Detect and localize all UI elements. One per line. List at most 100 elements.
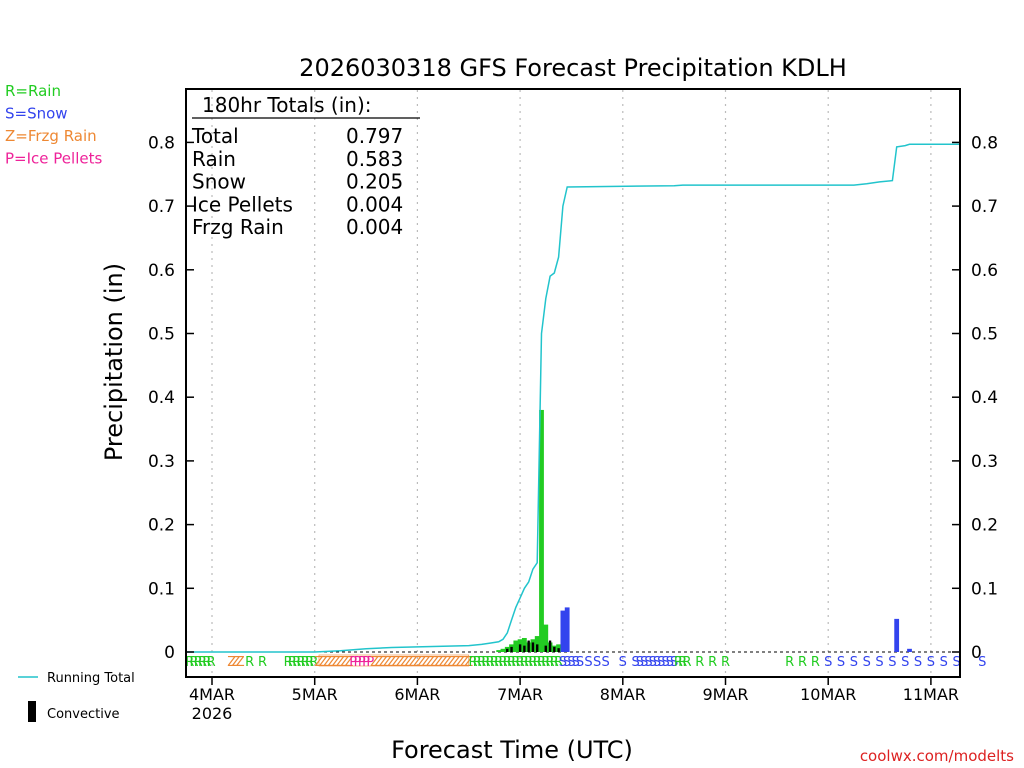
precip-type-marker: Z bbox=[332, 655, 341, 670]
precip-type-marker: P bbox=[362, 655, 370, 670]
precip-type-marker: S bbox=[888, 655, 896, 670]
precip-type-marker: Z bbox=[327, 655, 336, 670]
totals-row-value: 0.004 bbox=[346, 215, 403, 239]
precip-type-marker: R bbox=[674, 655, 683, 670]
precip-type-marker: Z bbox=[443, 655, 452, 670]
convective-bar bbox=[523, 645, 526, 652]
y-tick-label-right: 0.1 bbox=[971, 579, 998, 599]
running-total-legend: Running Total bbox=[18, 671, 135, 686]
y-tick-label-right: 0.6 bbox=[971, 261, 998, 281]
convective-bar bbox=[527, 640, 530, 652]
convective-swatch bbox=[28, 701, 36, 722]
x-tick-label: 5MAR bbox=[292, 685, 338, 704]
precip-type-marker: R bbox=[494, 655, 503, 670]
precip-type-marker: Z bbox=[344, 655, 353, 670]
y-tick-label-right: 0.4 bbox=[971, 388, 998, 408]
precip-type-marker: Z bbox=[315, 655, 324, 670]
y-tick-label-right: 0.7 bbox=[971, 197, 998, 217]
y-tick-label-right: 0.3 bbox=[971, 452, 998, 472]
precip-type-marker: R bbox=[490, 655, 499, 670]
y-tick-label-left: 0.6 bbox=[148, 261, 175, 281]
convective-bar bbox=[544, 645, 547, 652]
convective-bar bbox=[557, 648, 560, 652]
precip-type-marker: R bbox=[503, 655, 512, 670]
precip-bar-rain bbox=[534, 636, 540, 652]
precip-bar-rain bbox=[496, 650, 502, 652]
precip-type-marker: Z bbox=[387, 655, 396, 670]
precip-type-marker: S bbox=[572, 655, 580, 670]
y-tick-label-left: 0.5 bbox=[148, 325, 175, 345]
legend-type-label: R=Rain bbox=[5, 82, 61, 100]
precip-type-marker: R bbox=[554, 655, 563, 670]
precip-type-marker: Z bbox=[400, 655, 409, 670]
precip-type-marker: R bbox=[541, 655, 550, 670]
precip-type-marker: Z bbox=[340, 655, 349, 670]
precip-type-marker: S bbox=[640, 655, 648, 670]
precip-type-marker: R bbox=[682, 655, 691, 670]
y-tick-label-left: 0.8 bbox=[148, 133, 175, 153]
precip-type-marker: Z bbox=[422, 655, 431, 670]
precip-bar-snow bbox=[560, 610, 566, 652]
precip-type-marker: P bbox=[354, 655, 362, 670]
precip-type-marker: R bbox=[695, 655, 704, 670]
precip-type-marker: S bbox=[670, 655, 678, 670]
precip-type-marker: Z bbox=[336, 655, 345, 670]
y-tick-label-left: 0.3 bbox=[148, 452, 175, 472]
y-tick-label-left: 0.7 bbox=[148, 197, 175, 217]
precip-type-marker: S bbox=[914, 655, 922, 670]
precip-type-marker: S bbox=[559, 655, 567, 670]
precip-type-marker: R bbox=[207, 655, 216, 670]
precip-type-marker: R bbox=[550, 655, 559, 670]
precip-type-marker: S bbox=[940, 655, 948, 670]
y-tick-label-left: 0.1 bbox=[148, 579, 175, 599]
convective-bar bbox=[553, 646, 556, 652]
precip-type-marker: S bbox=[653, 655, 661, 670]
precip-type-marker: S bbox=[863, 655, 871, 670]
x-tick-label: 9MAR bbox=[702, 685, 748, 704]
x-axis: 4MAR 5MAR 6MAR 7MAR 8MAR 9MAR 10MAR 11MAR 2026 bbox=[189, 677, 959, 723]
legend-type-label: S=Snow bbox=[5, 105, 68, 123]
precip-type-marker: S bbox=[619, 655, 627, 670]
precip-type-marker: R bbox=[258, 655, 267, 670]
precip-type-marker: R bbox=[507, 655, 516, 670]
precip-bars bbox=[496, 409, 912, 652]
precip-type-marker: S bbox=[644, 655, 652, 670]
precip-type-marker: R bbox=[309, 655, 318, 670]
convective-label: Convective bbox=[47, 707, 120, 722]
precip-type-marker: Z bbox=[413, 655, 422, 670]
x-axis-label: Forecast Time (UTC) bbox=[391, 736, 633, 764]
precip-type-marker: S bbox=[636, 655, 644, 670]
convective-bar bbox=[531, 642, 535, 652]
precip-type-marker: R bbox=[546, 655, 555, 670]
totals-row-value: 0.004 bbox=[346, 192, 403, 216]
precip-type-marker: R bbox=[477, 655, 486, 670]
precip-type-marker: Z bbox=[409, 655, 418, 670]
precip-type-marker: R bbox=[533, 655, 542, 670]
precip-type-marker: Z bbox=[232, 655, 241, 670]
precip-type-marker: Z bbox=[404, 655, 413, 670]
precip-bar-rain bbox=[513, 640, 519, 652]
precip-type-legend: R=Rain S=Snow Z=Frzg Rain P=Ice Pellets bbox=[5, 82, 102, 168]
totals-header: 180hr Totals (in): bbox=[202, 93, 372, 117]
precip-type-marker: R bbox=[798, 655, 807, 670]
precip-type-marker: R bbox=[678, 655, 687, 670]
running-total-line bbox=[186, 143, 960, 653]
y-tick-label-right: 0.5 bbox=[971, 325, 998, 345]
y-tick-label-left: 0.4 bbox=[148, 388, 175, 408]
precip-type-marker: Z bbox=[396, 655, 405, 670]
legend-type-label: Z=Frzg Rain bbox=[5, 127, 97, 145]
precip-type-marker: S bbox=[927, 655, 935, 670]
precip-bar-rain bbox=[543, 624, 549, 652]
precip-type-marker: S bbox=[602, 655, 610, 670]
precip-type-marker: R bbox=[537, 655, 546, 670]
precip-type-marker: R bbox=[481, 655, 490, 670]
precip-type-marker: Z bbox=[456, 655, 465, 670]
precip-type-marker: Z bbox=[227, 655, 236, 670]
precip-type-marker: R bbox=[785, 655, 794, 670]
precip-type-marker: S bbox=[576, 655, 584, 670]
precip-type-marker: Z bbox=[323, 655, 332, 670]
precip-type-marker: S bbox=[978, 655, 986, 670]
precip-type-marker: R bbox=[721, 655, 730, 670]
precip-type-marker: P bbox=[366, 655, 374, 670]
precip-type-marker: Z bbox=[374, 655, 383, 670]
